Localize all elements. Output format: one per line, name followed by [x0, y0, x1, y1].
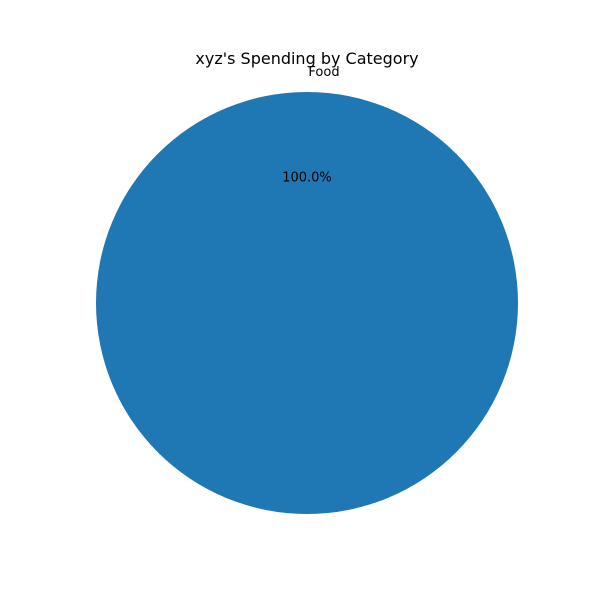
slice-percent-label: 100.0%: [282, 170, 332, 185]
pie-slices: [96, 92, 518, 514]
pie-slice-food: [96, 92, 518, 514]
chart-title: xyz's Spending by Category: [195, 49, 418, 68]
pie-labels: Food 100.0%: [282, 65, 339, 185]
slice-label: Food: [308, 65, 339, 80]
